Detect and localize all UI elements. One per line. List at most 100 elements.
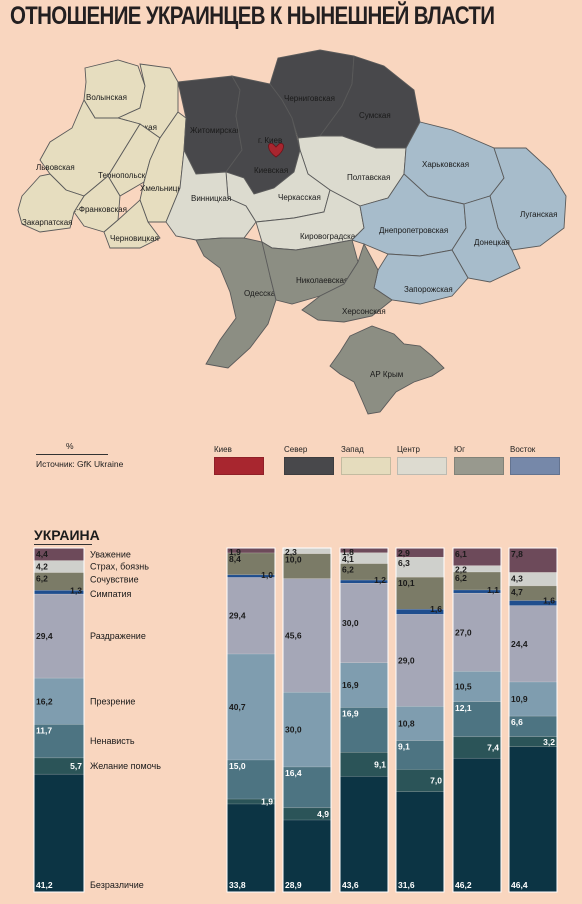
region-label: Черновицкая — [110, 234, 159, 243]
bar-value-label: 1,9 — [229, 547, 241, 557]
bar-value-label: 2,9 — [398, 548, 410, 558]
bar-value-label: 5,7 — [70, 761, 82, 771]
bar-value-label: 4,7 — [511, 587, 523, 597]
bar-region-2: 2,310,0 45,6 30,0 16,4 4,9 28,9 — [282, 547, 332, 893]
bar-outline — [508, 547, 558, 893]
bar-segment — [283, 692, 331, 767]
bar-segment — [396, 577, 444, 610]
bar-segment — [34, 560, 84, 573]
bar-value-label: 1,2 — [374, 575, 386, 585]
bar-segment — [283, 578, 331, 693]
bar-value-label: 6,2 — [455, 573, 467, 583]
bar-segment — [453, 565, 501, 573]
bar-value-label: 15,0 — [229, 761, 246, 771]
bar-segment — [509, 716, 557, 737]
bar-segment — [396, 614, 444, 707]
bar-segment — [509, 600, 557, 606]
region-label: Хмельницкая — [140, 184, 190, 193]
bar-value-label: 16,9 — [342, 709, 359, 719]
source-text: Источник: GfK Ukraine — [36, 459, 124, 469]
bar-value-label: 12,1 — [455, 703, 472, 713]
bar-segment — [396, 791, 444, 892]
bar-value-label: 30,0 — [285, 725, 302, 735]
bar-value-label: 29,0 — [398, 655, 415, 665]
series-label: Сочувствие — [90, 574, 139, 584]
bar-value-label: 4,4 — [36, 549, 48, 559]
region-label: Луганская — [520, 210, 557, 219]
region-shape — [489, 147, 567, 251]
region-label: Закарпатская — [22, 218, 73, 227]
bar-segment — [453, 572, 501, 590]
bar-segment — [509, 585, 557, 601]
region-label: Черкасская — [278, 193, 321, 202]
bar-value-label: 16,2 — [36, 696, 53, 706]
bar-value-label: 16,4 — [285, 768, 302, 778]
bar-value-label: 43,6 — [342, 880, 359, 890]
bar-value-label: 28,9 — [285, 880, 302, 890]
bar-segment — [34, 572, 84, 591]
bar-value-label: 10,1 — [398, 578, 415, 588]
bar-segment — [453, 758, 501, 892]
region-20: Донецкая — [451, 195, 521, 283]
bar-segment — [34, 548, 84, 561]
legend-label: Киев — [214, 445, 232, 454]
bar-segment — [340, 583, 388, 663]
region-label: Львовская — [36, 163, 75, 172]
bar-value-label: 4,2 — [36, 562, 48, 572]
region-label: Волынская — [86, 93, 127, 102]
bar-region-6: 7,8 4,3 4,7 1,6 24,4 10,9 6,6 3,2 46,4 — [508, 547, 558, 893]
bar-value-label: 41,2 — [36, 880, 53, 890]
region-shape — [301, 242, 393, 323]
bar-value-label: 1,1 — [487, 585, 499, 595]
bar-value-label: 29,4 — [36, 631, 53, 641]
region-25: АР Крым — [329, 325, 445, 415]
bar-segment — [509, 681, 557, 717]
bar-outline — [33, 547, 85, 893]
bar-segment — [509, 605, 557, 682]
bar-segment — [340, 552, 388, 564]
region-label: Сумская — [359, 111, 391, 120]
bar-value-label: 46,2 — [455, 880, 472, 890]
bar-value-label: 24,4 — [511, 639, 528, 649]
bar-segment — [227, 653, 275, 760]
bar-value-label: 7,8 — [511, 549, 523, 559]
bar-value-label: 6,1 — [455, 549, 467, 559]
legend-label: Восток — [510, 445, 536, 454]
bar-value-label: 9,1 — [374, 759, 386, 769]
bar-segment — [509, 572, 557, 586]
bar-region-3: 1,84,16,2 1,2 30,0 16,9 16,9 9,1 43,6 — [339, 547, 389, 893]
bar-segment — [227, 574, 275, 578]
bar-segment — [453, 593, 501, 672]
bar-segment — [396, 609, 444, 615]
series-label: Симпатия — [90, 589, 132, 599]
bar-segment — [227, 803, 275, 892]
legend-swatch — [341, 457, 391, 475]
region-label: Харьковская — [422, 160, 469, 169]
series-label: Желание помочь — [90, 761, 161, 771]
bar-value-label: 16,9 — [342, 680, 359, 690]
bar-ukraine: 4,4 4,2 6,2 1,3 29,4 16,2 11,7 5,7 41,2 — [33, 547, 85, 893]
region-label: Запорожская — [404, 285, 453, 294]
series-label: Раздражение — [90, 631, 146, 641]
bar-segment — [34, 757, 84, 775]
bar-segment — [453, 701, 501, 737]
bar-segment — [396, 740, 444, 770]
bar-outline — [282, 547, 332, 893]
region-label: Винницкая — [191, 194, 231, 203]
bar-segment — [340, 662, 388, 708]
legend-swatch — [454, 457, 504, 475]
bar-value-label: 6,2 — [342, 565, 354, 575]
region-label: Херсонская — [342, 307, 386, 316]
legend-item: Юг — [454, 445, 504, 475]
bar-outline — [226, 547, 276, 893]
bar-value-label: 3,2 — [543, 737, 555, 747]
chart-title: УКРАИНА — [34, 527, 100, 543]
bar-value-label: 10,0 — [285, 555, 302, 565]
bar-value-label: 4,3 — [511, 573, 523, 583]
legend-label: Запад — [341, 445, 364, 454]
bar-segment — [283, 820, 331, 892]
legend-item: Киев — [214, 445, 264, 475]
bar-segment — [453, 548, 501, 566]
region-label: Киевская — [254, 166, 288, 175]
bar-outline — [395, 547, 445, 893]
